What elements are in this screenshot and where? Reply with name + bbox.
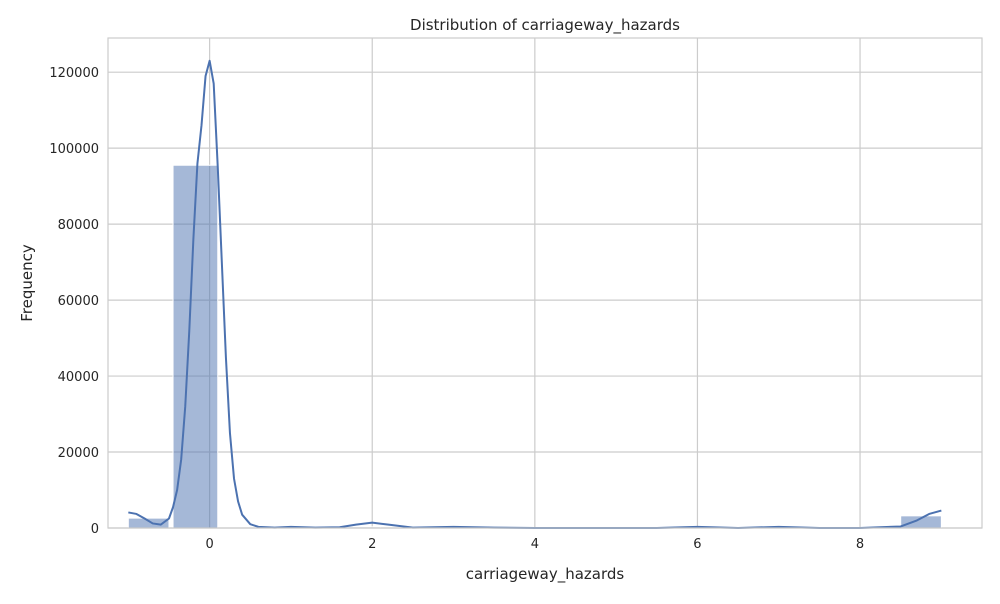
kde-layer: [128, 59, 942, 529]
y-axis-label: Frequency: [18, 244, 36, 322]
y-tick-labels: 0 20000 40000 60000 80000 100000 120000: [49, 66, 99, 537]
x-tick-label: 2: [368, 537, 376, 552]
x-tick-label: 0: [205, 537, 213, 552]
y-tick-label: 40000: [58, 370, 99, 385]
x-tick-label: 4: [531, 537, 539, 552]
grid-layer: [108, 38, 982, 529]
y-tick-label: 20000: [58, 446, 99, 461]
x-tick-labels: 0 2 4 6 8: [205, 537, 864, 552]
x-tick-label: 8: [856, 537, 864, 552]
x-axis-label: carriageway_hazards: [466, 565, 625, 584]
y-tick-label: 120000: [49, 66, 99, 81]
y-tick-label: 80000: [58, 218, 99, 233]
kde-line: [128, 59, 942, 529]
y-tick-label: 60000: [58, 294, 99, 309]
plot-frame: [107, 37, 983, 529]
y-tick-label: 0: [91, 522, 99, 537]
chart-title: Distribution of carriageway_hazards: [410, 16, 680, 35]
x-tick-label: 6: [693, 537, 701, 552]
y-tick-label: 100000: [49, 142, 99, 157]
